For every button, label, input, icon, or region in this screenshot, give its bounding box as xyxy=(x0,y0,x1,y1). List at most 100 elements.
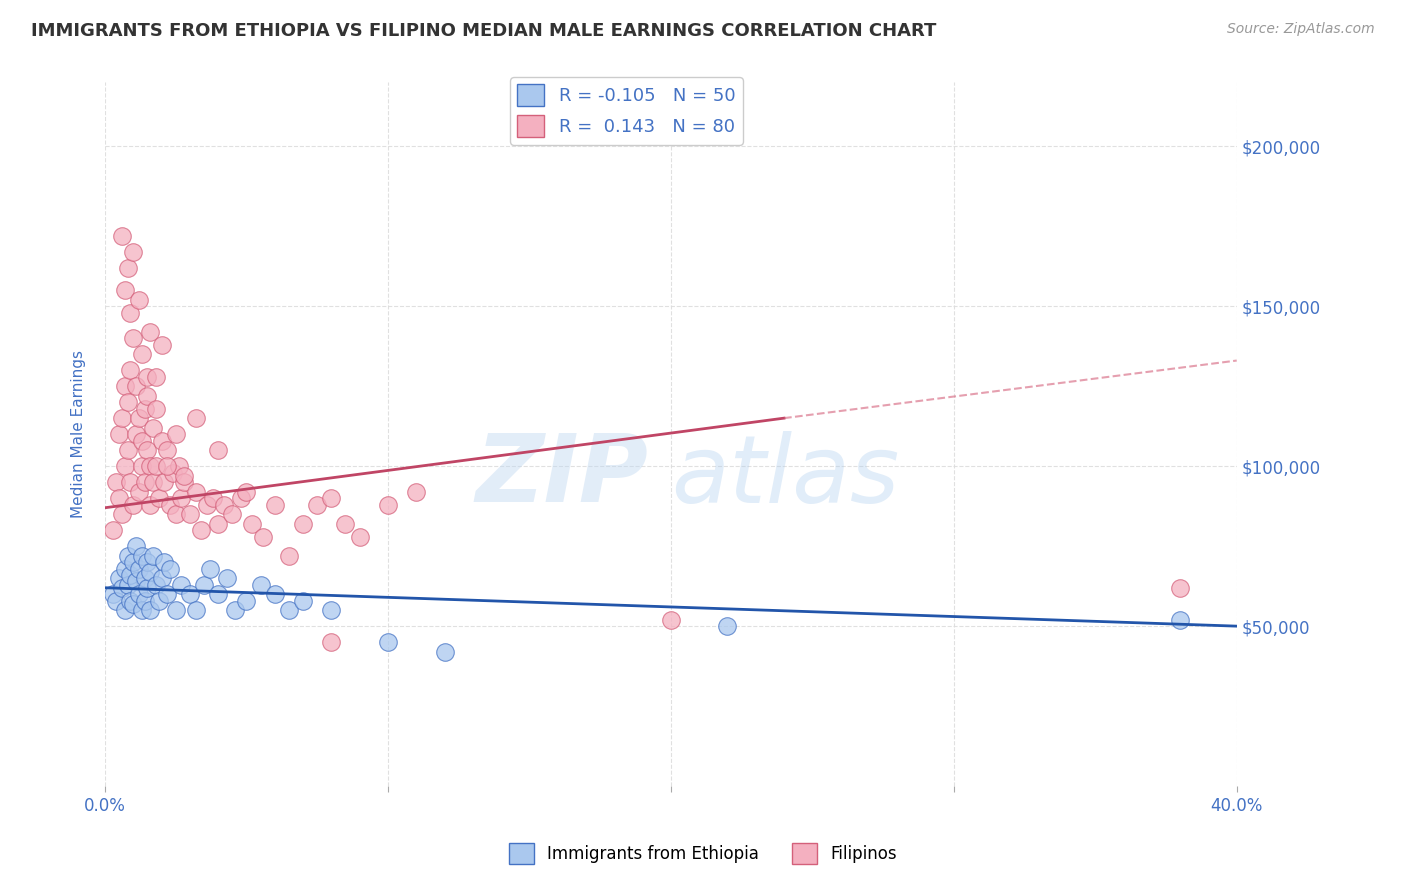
Point xyxy=(120,568,142,582)
Point xyxy=(198,561,221,575)
Point xyxy=(148,593,170,607)
Point xyxy=(125,574,148,589)
Point xyxy=(221,507,243,521)
Point xyxy=(190,523,212,537)
Point xyxy=(240,516,263,531)
Point xyxy=(156,587,179,601)
Point xyxy=(108,571,131,585)
Point xyxy=(114,379,136,393)
Point xyxy=(167,459,190,474)
Point xyxy=(150,337,173,351)
Point xyxy=(150,571,173,585)
Point xyxy=(142,475,165,490)
Point xyxy=(165,507,187,521)
Point xyxy=(117,260,139,275)
Point xyxy=(170,491,193,505)
Point xyxy=(148,491,170,505)
Point xyxy=(165,603,187,617)
Point xyxy=(131,459,153,474)
Point xyxy=(134,593,156,607)
Point xyxy=(105,475,128,490)
Point xyxy=(195,498,218,512)
Point xyxy=(193,577,215,591)
Point xyxy=(136,581,159,595)
Text: Source: ZipAtlas.com: Source: ZipAtlas.com xyxy=(1227,22,1375,37)
Point xyxy=(131,347,153,361)
Point xyxy=(145,459,167,474)
Point xyxy=(159,498,181,512)
Point xyxy=(165,427,187,442)
Point xyxy=(139,325,162,339)
Point xyxy=(139,603,162,617)
Point xyxy=(170,577,193,591)
Point xyxy=(235,593,257,607)
Point xyxy=(207,443,229,458)
Point xyxy=(128,561,150,575)
Point xyxy=(108,491,131,505)
Point xyxy=(136,555,159,569)
Y-axis label: Median Male Earnings: Median Male Earnings xyxy=(72,351,86,518)
Point xyxy=(150,434,173,448)
Point xyxy=(105,593,128,607)
Point xyxy=(377,498,399,512)
Point xyxy=(173,475,195,490)
Point xyxy=(139,565,162,579)
Point xyxy=(292,593,315,607)
Point xyxy=(142,549,165,563)
Point xyxy=(103,523,125,537)
Point xyxy=(134,401,156,416)
Point xyxy=(108,427,131,442)
Point xyxy=(117,395,139,409)
Point xyxy=(125,379,148,393)
Point xyxy=(114,603,136,617)
Point xyxy=(659,613,682,627)
Point xyxy=(122,331,145,345)
Point xyxy=(111,507,134,521)
Point xyxy=(215,571,238,585)
Legend: R = -0.105   N = 50, R =  0.143   N = 80: R = -0.105 N = 50, R = 0.143 N = 80 xyxy=(510,77,742,145)
Point xyxy=(142,421,165,435)
Point xyxy=(111,411,134,425)
Point xyxy=(335,516,357,531)
Point xyxy=(156,459,179,474)
Point xyxy=(263,587,285,601)
Point xyxy=(179,587,201,601)
Point xyxy=(153,555,176,569)
Point xyxy=(122,597,145,611)
Point xyxy=(349,530,371,544)
Text: ZIP: ZIP xyxy=(475,430,648,523)
Text: IMMIGRANTS FROM ETHIOPIA VS FILIPINO MEDIAN MALE EARNINGS CORRELATION CHART: IMMIGRANTS FROM ETHIOPIA VS FILIPINO MED… xyxy=(31,22,936,40)
Point xyxy=(120,363,142,377)
Point xyxy=(207,516,229,531)
Point xyxy=(103,587,125,601)
Point xyxy=(125,539,148,553)
Point xyxy=(184,411,207,425)
Point xyxy=(207,587,229,601)
Point xyxy=(120,305,142,319)
Point xyxy=(153,475,176,490)
Point xyxy=(321,491,343,505)
Point xyxy=(405,484,427,499)
Point xyxy=(114,283,136,297)
Point xyxy=(111,228,134,243)
Point xyxy=(145,577,167,591)
Point xyxy=(136,443,159,458)
Point xyxy=(184,484,207,499)
Point xyxy=(131,603,153,617)
Point xyxy=(433,645,456,659)
Point xyxy=(159,561,181,575)
Point xyxy=(128,411,150,425)
Point xyxy=(111,581,134,595)
Point xyxy=(1168,613,1191,627)
Point xyxy=(292,516,315,531)
Point xyxy=(139,459,162,474)
Point xyxy=(117,577,139,591)
Point xyxy=(224,603,246,617)
Point xyxy=(117,443,139,458)
Point xyxy=(321,635,343,649)
Point xyxy=(212,498,235,512)
Point xyxy=(136,369,159,384)
Point xyxy=(277,549,299,563)
Point xyxy=(162,466,184,480)
Point xyxy=(277,603,299,617)
